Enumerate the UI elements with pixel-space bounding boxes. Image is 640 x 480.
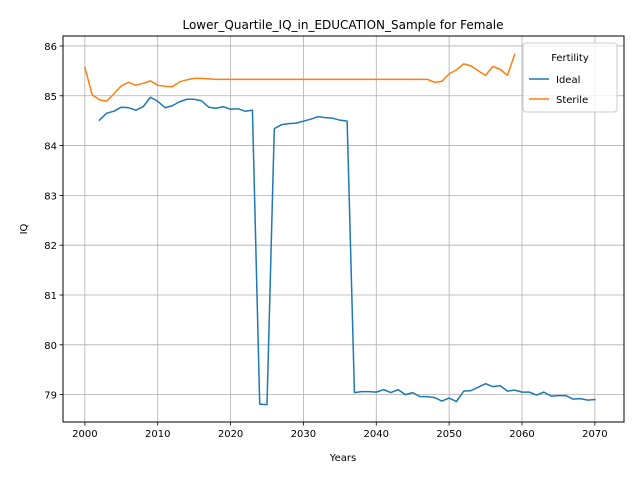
x-tick-label: 2040	[364, 429, 389, 440]
x-tick-label: 2010	[145, 429, 170, 440]
series-lines	[83, 53, 596, 406]
y-tick-label: 82	[44, 241, 57, 252]
legend-title: Fertility	[551, 53, 589, 64]
x-axis-title: Years	[329, 453, 356, 464]
y-tick-label: 81	[44, 291, 57, 302]
y-tick-label: 80	[44, 341, 57, 352]
x-tick-label: 2000	[72, 429, 97, 440]
y-tick-label: 83	[44, 191, 57, 202]
x-tick-label: 2060	[509, 429, 534, 440]
legend-label-ideal: Ideal	[556, 75, 580, 86]
y-axis-ticks: 79 80 81 82 83 84 85 86	[44, 42, 63, 402]
y-axis-title: IQ	[19, 223, 30, 234]
legend-label-sterile: Sterile	[556, 95, 588, 106]
y-tick-label: 84	[44, 142, 57, 153]
plot-frame	[62, 35, 625, 423]
x-tick-label: 2070	[582, 429, 607, 440]
x-tick-label: 2050	[436, 429, 461, 440]
series-line-ideal	[98, 96, 596, 406]
y-tick-label: 85	[44, 92, 57, 103]
legend-box	[522, 42, 618, 113]
x-axis-ticks: 2000 2010 2020 2030 2040 2050 2060 2070	[72, 422, 608, 440]
legend: Fertility Ideal Sterile	[522, 42, 618, 113]
chart-title: Lower_Quartile_IQ_in_EDUCATION_Sample fo…	[182, 18, 503, 32]
y-tick-label: 86	[44, 42, 57, 53]
y-tick-label: 79	[44, 391, 57, 402]
x-tick-label: 2020	[218, 429, 243, 440]
x-tick-label: 2030	[291, 429, 316, 440]
series-line-sterile	[83, 53, 516, 102]
